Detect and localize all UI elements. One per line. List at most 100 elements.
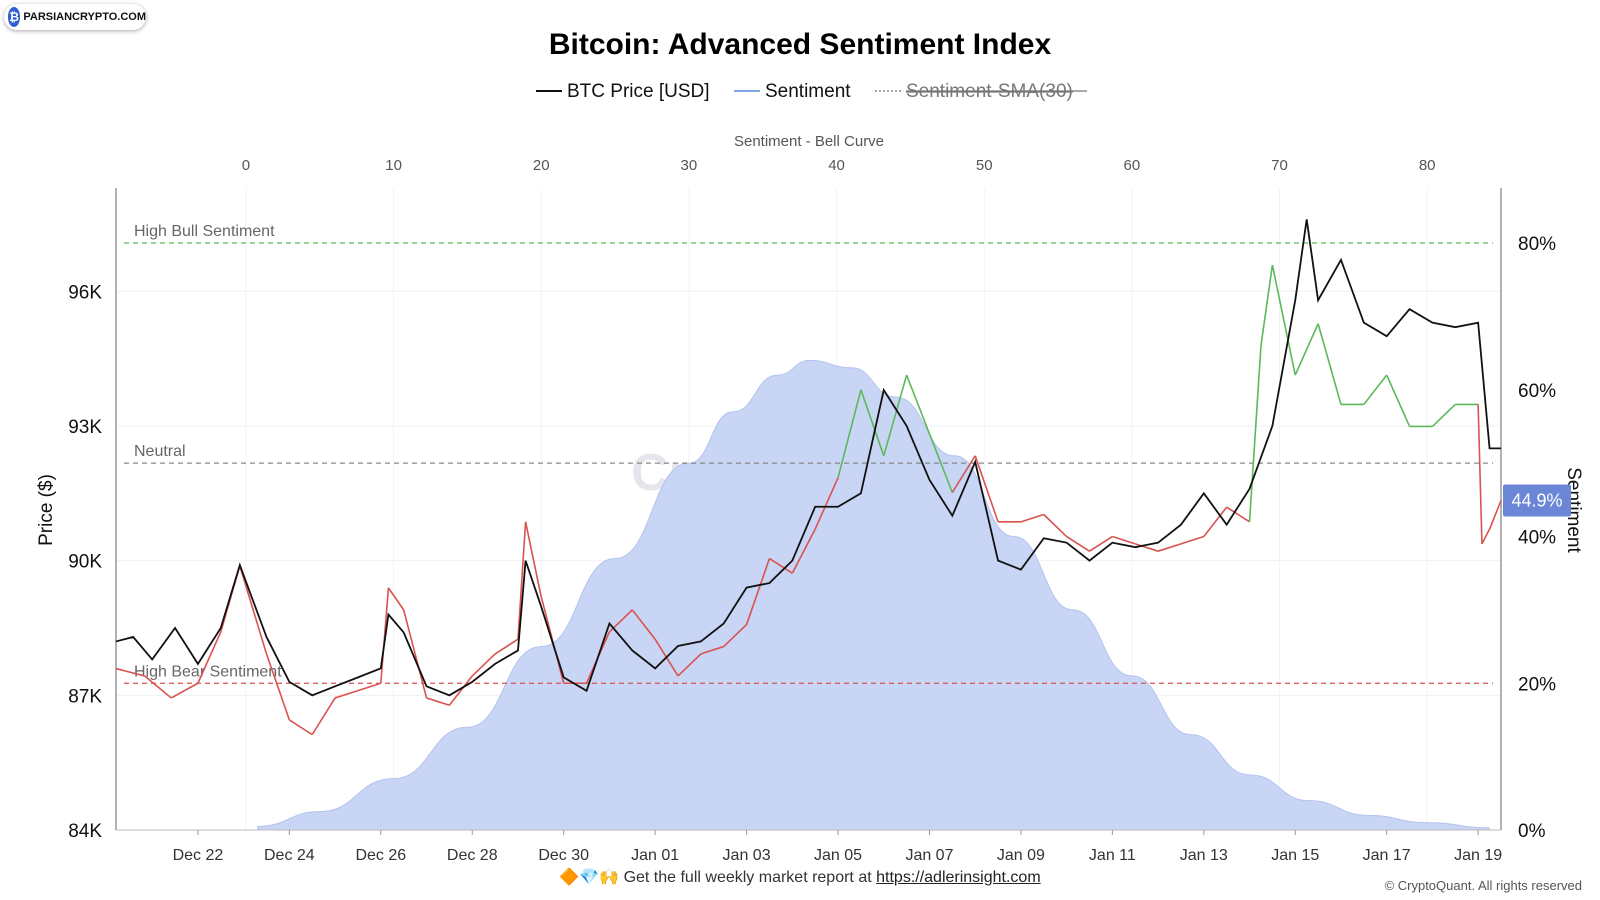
x-tick-label: Dec 24 bbox=[264, 847, 315, 864]
top-axis: 0 10 20 30 40 50 60 70 80 bbox=[242, 157, 1436, 174]
footer-emojis: 🔶💎🙌 bbox=[559, 869, 620, 886]
left-tick-label: 87K bbox=[68, 686, 102, 707]
x-tick-label: Dec 22 bbox=[173, 847, 224, 864]
reference-line-label: High Bear Sentiment bbox=[134, 663, 282, 680]
report-link[interactable]: https://adlerinsight.com bbox=[876, 869, 1041, 886]
x-tick-label: Dec 28 bbox=[447, 847, 498, 864]
footer-note: 🔶💎🙌 Get the full weekly market report at… bbox=[0, 867, 1600, 887]
x-tick-label: Jan 13 bbox=[1180, 847, 1228, 864]
sentiment-segment bbox=[905, 374, 931, 435]
right-tick-label: 0% bbox=[1518, 821, 1546, 842]
left-axis: 84K 87K 90K 93K 96K bbox=[68, 282, 102, 842]
sentiment-segment bbox=[387, 587, 405, 611]
sentiment-segment bbox=[1134, 543, 1159, 552]
legend-item-sma[interactable]: Sentiment-SMA(30) bbox=[875, 81, 1087, 102]
left-tick-label: 93K bbox=[68, 417, 102, 438]
sentiment-segment bbox=[170, 682, 199, 699]
legend-label-sentiment: Sentiment bbox=[765, 81, 851, 102]
current-value-badge: 44.9% bbox=[1503, 484, 1571, 517]
top-tick-label: 40 bbox=[828, 157, 845, 174]
sentiment-segment bbox=[700, 645, 724, 655]
sentiment-segment bbox=[723, 623, 748, 648]
x-tick-label: Dec 30 bbox=[538, 847, 589, 864]
sentiment-segment bbox=[1089, 535, 1113, 552]
sentiment-segment bbox=[1020, 513, 1045, 523]
left-axis-title: Price ($) bbox=[36, 474, 57, 546]
sentiment-segment bbox=[1477, 404, 1483, 544]
coin-icon: ₿ bbox=[8, 7, 21, 27]
btc-price-line bbox=[115, 219, 1501, 697]
sentiment-segment bbox=[745, 558, 771, 625]
sentiment-segment bbox=[1203, 506, 1228, 538]
copyright: © CryptoQuant. All rights reserved bbox=[1384, 878, 1582, 893]
sentiment-segment bbox=[1043, 513, 1068, 538]
sentiment-series bbox=[115, 264, 1502, 736]
x-tick-label: Jan 09 bbox=[997, 847, 1045, 864]
sentiment-segment bbox=[239, 565, 268, 655]
sentiment-segment bbox=[1488, 500, 1502, 530]
brand-badge-text: PARSIANCRYPTO.COM bbox=[23, 11, 146, 23]
sentiment-segment bbox=[524, 521, 542, 596]
sentiment-segment bbox=[1271, 264, 1297, 376]
sentiment-segment bbox=[1180, 535, 1205, 545]
top-tick-label: 80 bbox=[1419, 157, 1436, 174]
legend-item-sentiment[interactable]: Sentiment bbox=[734, 81, 851, 102]
left-tick-label: 84K bbox=[68, 821, 102, 842]
x-tick-label: Jan 17 bbox=[1363, 847, 1411, 864]
top-tick-label: 20 bbox=[533, 157, 550, 174]
sentiment-segment bbox=[426, 697, 450, 707]
chart-title: Bitcoin: Advanced Sentiment Index bbox=[549, 28, 1052, 61]
x-tick-label: Jan 01 bbox=[631, 847, 679, 864]
sentiment-segment bbox=[471, 653, 496, 677]
sentiment-segment bbox=[837, 389, 862, 479]
sentiment-segment bbox=[1226, 506, 1250, 523]
reference-lines: High Bull Sentiment Neutral High Bear Sent… bbox=[124, 223, 1493, 684]
brand-badge: ₿ PARSIANCRYPTO.COM bbox=[4, 4, 146, 30]
legend[interactable]: BTC Price [USD] Sentiment Sentiment-SMA(… bbox=[536, 81, 1087, 102]
sentiment-segment bbox=[677, 653, 702, 677]
sentiment-segment bbox=[288, 719, 313, 736]
sentiment-segment bbox=[1481, 528, 1491, 545]
sentiment-segment bbox=[882, 374, 908, 457]
sentiment-segment bbox=[951, 455, 976, 493]
sentiment-segment bbox=[769, 557, 793, 574]
sentiment-segment bbox=[1317, 323, 1342, 405]
sentiment-segment bbox=[974, 455, 999, 523]
x-tick-label: Jan 11 bbox=[1089, 847, 1136, 864]
sentiment-segment bbox=[357, 682, 382, 692]
sentiment-segment bbox=[814, 477, 839, 530]
sentiment-segment bbox=[928, 433, 954, 493]
top-tick-label: 10 bbox=[385, 157, 402, 174]
sentiment-segment bbox=[448, 675, 473, 706]
sentiment-segment bbox=[494, 638, 519, 655]
legend-item-price[interactable]: BTC Price [USD] bbox=[536, 81, 710, 102]
sentiment-segment bbox=[1431, 403, 1456, 428]
sentiment-segment bbox=[1066, 535, 1090, 552]
top-tick-label: 30 bbox=[681, 157, 698, 174]
x-tick-label: Jan 19 bbox=[1454, 847, 1502, 864]
sentiment-segment bbox=[1363, 374, 1388, 405]
top-tick-label: 60 bbox=[1124, 157, 1141, 174]
x-tick-label: Jan 05 bbox=[814, 847, 862, 864]
x-tick-label: Jan 07 bbox=[905, 847, 953, 864]
reference-line-label: Neutral bbox=[134, 443, 186, 460]
sentiment-segment bbox=[311, 697, 336, 736]
right-axis: 0% 20% 40% 60% 80% bbox=[1518, 234, 1556, 842]
sentiment-segment bbox=[334, 689, 359, 699]
sentiment-segment bbox=[402, 609, 428, 699]
footer-text: Get the full weekly market report at bbox=[623, 869, 872, 886]
sentiment-segment bbox=[791, 528, 816, 574]
sentiment-segment bbox=[860, 389, 885, 457]
reference-line-label: High Bull Sentiment bbox=[134, 223, 275, 240]
sentiment-segment bbox=[115, 667, 145, 677]
top-tick-label: 70 bbox=[1271, 157, 1288, 174]
x-tick-label: Jan 03 bbox=[723, 847, 771, 864]
sentiment-segment bbox=[265, 653, 291, 721]
right-tick-label: 40% bbox=[1518, 528, 1556, 549]
right-tick-label: 60% bbox=[1518, 381, 1556, 402]
sentiment-segment bbox=[1248, 345, 1262, 522]
sentiment-segment bbox=[144, 675, 172, 699]
sentiment-segment bbox=[1385, 374, 1411, 427]
legend-label-price: BTC Price [USD] bbox=[567, 81, 710, 102]
sentiment-segment bbox=[1260, 264, 1274, 346]
